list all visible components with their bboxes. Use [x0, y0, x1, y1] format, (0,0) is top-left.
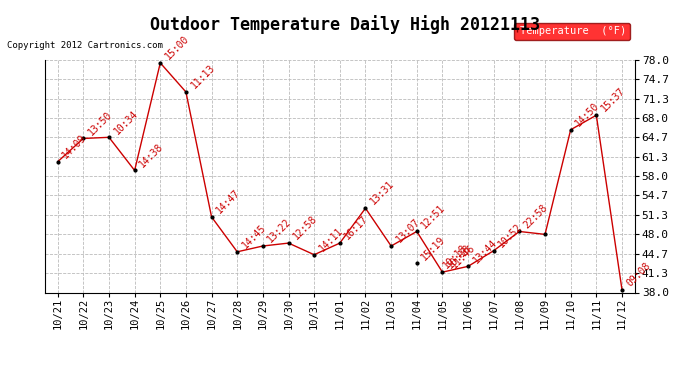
Text: 13:31: 13:31: [368, 179, 396, 207]
Text: 13:22: 13:22: [266, 217, 293, 244]
Text: 11:13: 11:13: [188, 63, 217, 91]
Text: 14:50: 14:50: [573, 100, 601, 128]
Text: 14:38: 14:38: [137, 141, 165, 169]
Text: 10:18: 10:18: [442, 243, 469, 271]
Text: 16:17: 16:17: [343, 214, 371, 242]
Text: 14:09: 14:09: [61, 132, 88, 160]
Text: 15:00: 15:00: [163, 34, 191, 62]
Text: 14:45: 14:45: [240, 223, 268, 251]
Text: 22:58: 22:58: [522, 202, 550, 230]
Text: Outdoor Temperature Daily High 20121113: Outdoor Temperature Daily High 20121113: [150, 15, 540, 34]
Text: 12:51: 12:51: [420, 202, 447, 230]
Text: 13:50: 13:50: [86, 109, 114, 137]
Text: Copyright 2012 Cartronics.com: Copyright 2012 Cartronics.com: [7, 41, 163, 50]
Text: 14:11: 14:11: [317, 225, 345, 254]
Text: 12:58: 12:58: [291, 214, 319, 242]
Legend: Temperature  (°F): Temperature (°F): [514, 23, 629, 40]
Text: 13:07: 13:07: [394, 217, 422, 244]
Text: 14:47: 14:47: [215, 188, 242, 216]
Text: 15:19: 15:19: [420, 234, 447, 262]
Text: 10:18: 10:18: [445, 243, 473, 271]
Text: 10:34: 10:34: [112, 108, 139, 136]
Text: 11:46: 11:46: [449, 243, 477, 271]
Text: 09:08: 09:08: [624, 260, 653, 288]
Text: 13:44: 13:44: [471, 237, 499, 265]
Text: 10:52: 10:52: [497, 221, 524, 249]
Text: 15:37: 15:37: [599, 86, 627, 114]
